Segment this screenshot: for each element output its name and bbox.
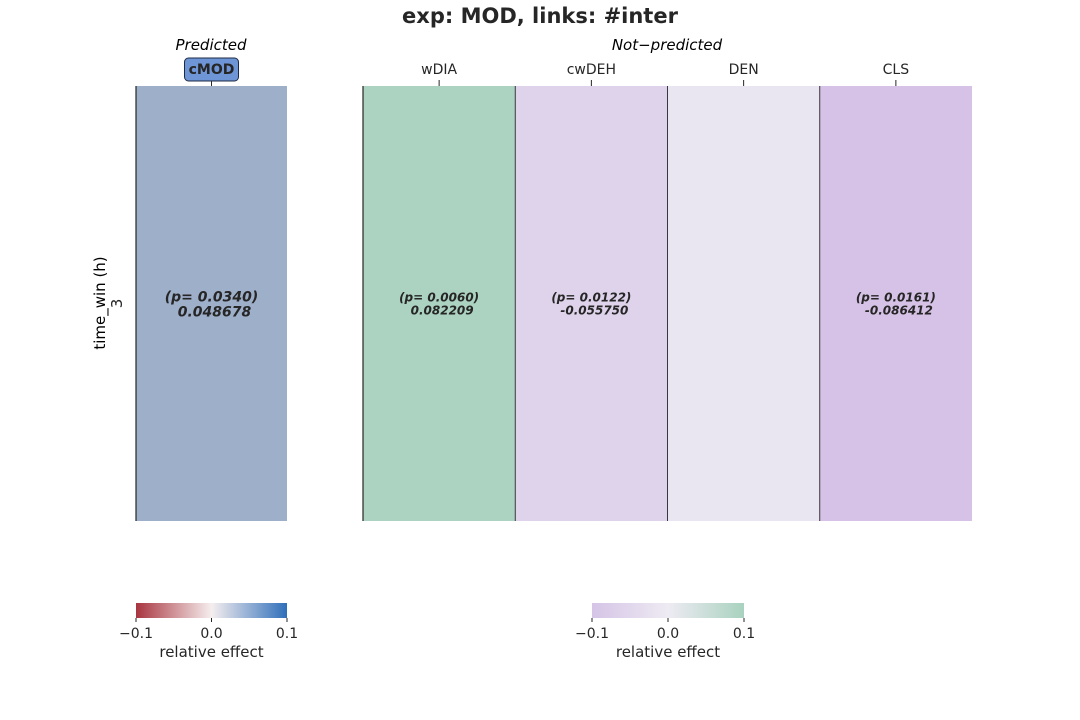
cell-labels: (p= 0.0060) 0.082209(p= 0.0122) -0.055750(… [399,291,936,318]
cell-label: (p= 0.0122) -0.055750 [551,291,631,318]
heatmap-cell-CLS [819,86,972,521]
y-axis-label: time_win (h) [91,256,110,349]
cells [362,86,972,521]
x-tick-label: cwDEH [567,62,616,78]
colorbar-tick-label: 0.0 [657,626,679,642]
colorbar-tick-label: 0.0 [200,626,222,642]
cell-value: -0.086412 [865,304,933,318]
cell-p-value: (p= 0.0122) [551,291,631,305]
cell-p-value: (p= 0.0340) [165,290,258,306]
colorbar-tick-label: −0.1 [119,626,153,642]
colorbar-gradient [592,603,744,618]
x-ticks: wDIA cwDEH DEN CLS [421,62,909,86]
heatmap-cell-wDIA [363,86,516,521]
cell-label: (p= 0.0060) 0.082209 [399,291,479,318]
y-tick-label: 3 [108,299,126,309]
cell-value: 0.082209 [411,304,474,318]
cell-labels: (p= 0.0340) 0.048678 [165,290,258,321]
heatmap-cell-DEN [667,86,820,521]
cell-p-value: (p= 0.0161) [856,291,936,305]
cell-value: -0.055750 [560,304,628,318]
y-ticks: 3 [108,299,126,309]
cell-p-value: (p= 0.0060) [399,291,479,305]
colorbar-tick-label: 0.1 [276,626,298,642]
panel-predicted: Predicted time_win (h) cMOD 3 (p= 0.0340… [91,36,298,661]
colorbar-gradient [136,603,287,618]
heatmap-cell-cwDEH [515,86,668,521]
colorbar-label: relative effect [159,643,263,661]
colorbar: −0.1 0.0 0.1 relative effect [575,603,755,661]
cell-label: (p= 0.0340) 0.048678 [165,290,258,321]
panel-title: Not−predicted [612,36,723,54]
colorbar-tick-label: −0.1 [575,626,609,642]
x-tick-label: cMOD [189,62,235,78]
panel-title: Predicted [175,36,246,54]
colorbar-tick-label: 0.1 [733,626,755,642]
x-ticks: cMOD [184,57,239,86]
figure-title: exp: MOD, links: #inter [402,4,679,28]
x-tick-label: DEN [729,62,759,78]
cells [135,86,287,521]
cell-label: (p= 0.0161) -0.086412 [856,291,936,318]
x-tick-highlight-box [184,57,239,82]
colorbar: −0.1 0.0 0.1 relative effect [119,603,298,661]
heatmap-cell-cMOD [136,86,287,521]
colorbar-label: relative effect [616,643,720,661]
panel-not-predicted: Not−predicted wDIA cwDEH DEN CLS (p= 0.0060… [362,36,972,661]
cell-value: 0.048678 [178,305,252,321]
x-tick-label: wDIA [421,62,457,78]
x-tick-label: CLS [883,62,910,78]
